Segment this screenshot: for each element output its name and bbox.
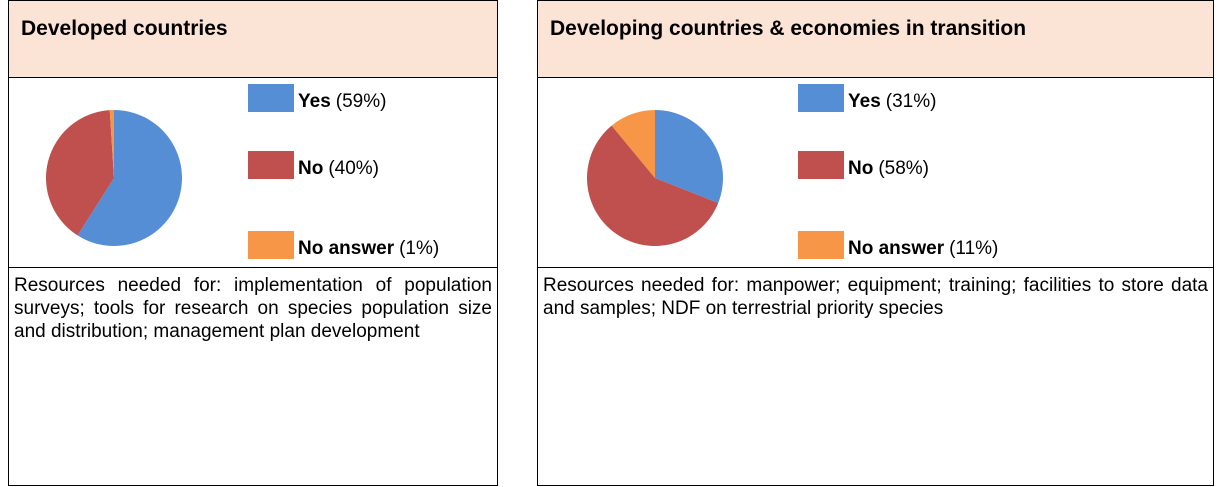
pie-slice: [77, 110, 182, 246]
legend-value: (11%): [949, 238, 998, 259]
panel-title: Developed countries: [9, 1, 497, 78]
legend-swatch: [248, 231, 294, 259]
legend-label: No (58%): [848, 158, 929, 179]
pie-slice: [109, 110, 114, 178]
legend-swatch: [798, 231, 844, 259]
panel-text: Resources needed for: implementation of …: [9, 267, 497, 485]
legend-label: No answer (11%): [848, 238, 998, 259]
legend-label: Yes (59%): [298, 91, 386, 112]
legend-category: No answer: [298, 238, 395, 259]
legend-category: Yes: [298, 91, 331, 112]
panel: Developing countries & economies in tran…: [537, 0, 1214, 486]
legend-value: (31%): [886, 91, 937, 112]
legend-category: Yes: [848, 91, 881, 112]
pie-chart: Yes (31%) No (58%) No answer (11%): [587, 84, 998, 259]
pie-slice: [655, 110, 723, 204]
legend-value: (58%): [878, 158, 929, 179]
legend-swatch: [248, 84, 294, 112]
legend-label: Yes (31%): [848, 91, 936, 112]
legend-category: No answer: [848, 238, 945, 259]
legend-value: (40%): [328, 158, 379, 179]
legend-category: No: [298, 158, 323, 179]
panel-title: Developing countries & economies in tran…: [538, 1, 1213, 78]
pie-slice: [611, 110, 655, 178]
pie-slice: [587, 125, 719, 246]
panel-text: Resources needed for: manpower; equipmen…: [538, 267, 1213, 485]
legend-label: No answer (1%): [298, 238, 439, 259]
legend-value: (59%): [336, 91, 387, 112]
legend-swatch: [248, 151, 294, 179]
legend-swatch: [798, 84, 844, 112]
panel: Developed countries Yes (59%) No (40%) No an…: [8, 0, 498, 486]
legend-label: No (40%): [298, 158, 379, 179]
legend-value: (1%): [399, 238, 439, 259]
pie-chart: Yes (59%) No (40%) No answer (1%): [46, 84, 439, 259]
legend-category: No: [848, 158, 873, 179]
legend-swatch: [798, 151, 844, 179]
pie-slice: [46, 110, 115, 236]
